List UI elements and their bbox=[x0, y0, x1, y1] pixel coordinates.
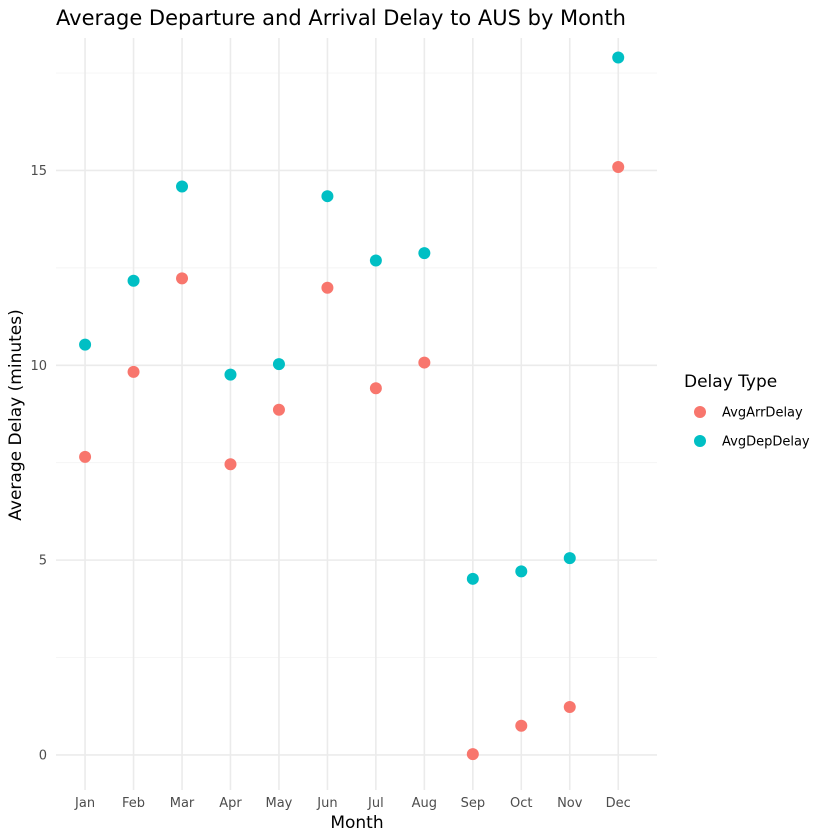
x-tick-label: Nov bbox=[557, 796, 583, 811]
data-point-avgdepdelay bbox=[466, 572, 479, 585]
x-tick-label: Sep bbox=[461, 796, 486, 811]
x-tick-label: Dec bbox=[606, 796, 631, 811]
legend-key-avgarrdelay bbox=[694, 406, 706, 418]
data-point-avgarrdelay bbox=[612, 160, 625, 173]
y-tick-label: 10 bbox=[30, 359, 47, 374]
legend-title: Delay Type bbox=[684, 372, 777, 392]
data-point-avgarrdelay bbox=[515, 719, 528, 732]
y-axis-label: Average Delay (minutes) bbox=[6, 309, 26, 520]
x-tick-label: Jun bbox=[316, 796, 337, 811]
data-point-avgdepdelay bbox=[418, 247, 431, 260]
data-point-avgarrdelay bbox=[563, 701, 576, 714]
x-tick-label: Aug bbox=[412, 796, 437, 811]
data-point-avgarrdelay bbox=[369, 382, 382, 395]
data-point-avgarrdelay bbox=[466, 748, 479, 761]
legend: Delay Type AvgArrDelay AvgDepDelay bbox=[684, 372, 810, 450]
legend-label-avgdepdelay: AvgDepDelay bbox=[722, 435, 810, 450]
data-point-avgarrdelay bbox=[418, 356, 431, 369]
data-point-avgarrdelay bbox=[127, 365, 140, 378]
data-point-avgarrdelay bbox=[176, 272, 189, 285]
data-point-avgdepdelay bbox=[612, 51, 625, 64]
chart-title: Average Departure and Arrival Delay to A… bbox=[56, 6, 626, 30]
data-point-avgarrdelay bbox=[79, 450, 92, 463]
data-point-avgdepdelay bbox=[224, 368, 237, 381]
data-point-avgdepdelay bbox=[563, 552, 576, 565]
data-point-avgarrdelay bbox=[272, 403, 285, 416]
data-point-avgdepdelay bbox=[127, 274, 140, 287]
data-point-avgdepdelay bbox=[515, 565, 528, 578]
x-tick-label: Apr bbox=[219, 796, 242, 811]
data-point-avgdepdelay bbox=[369, 254, 382, 267]
legend-items: AvgArrDelay AvgDepDelay bbox=[694, 406, 810, 450]
x-tick-label: May bbox=[266, 796, 293, 811]
data-point-avgdepdelay bbox=[321, 190, 334, 203]
data-point-avgdepdelay bbox=[79, 338, 92, 351]
x-tick-label: Feb bbox=[122, 796, 145, 811]
data-point-avgarrdelay bbox=[224, 458, 237, 471]
x-axis-label: Month bbox=[330, 813, 383, 833]
y-tick-label: 15 bbox=[30, 164, 47, 179]
y-tick-label: 0 bbox=[39, 748, 47, 763]
grid-layer bbox=[56, 38, 657, 790]
x-tick-label: Jul bbox=[367, 796, 384, 811]
data-point-avgarrdelay bbox=[321, 281, 334, 294]
x-tick-label: Jan bbox=[74, 796, 95, 811]
x-tick-label: Oct bbox=[510, 796, 532, 811]
y-tick-label: 5 bbox=[39, 554, 47, 569]
legend-key-avgdepdelay bbox=[694, 435, 706, 447]
data-point-avgdepdelay bbox=[176, 180, 189, 193]
legend-label-avgarrdelay: AvgArrDelay bbox=[722, 406, 803, 421]
tick-layer: 0 5 10 15 Jan Feb Mar Apr May Jun Jul Aug Sep Oct Nov D… bbox=[30, 164, 630, 811]
point-layer bbox=[79, 51, 625, 761]
data-point-avgdepdelay bbox=[272, 358, 285, 371]
x-tick-label: Mar bbox=[170, 796, 195, 811]
